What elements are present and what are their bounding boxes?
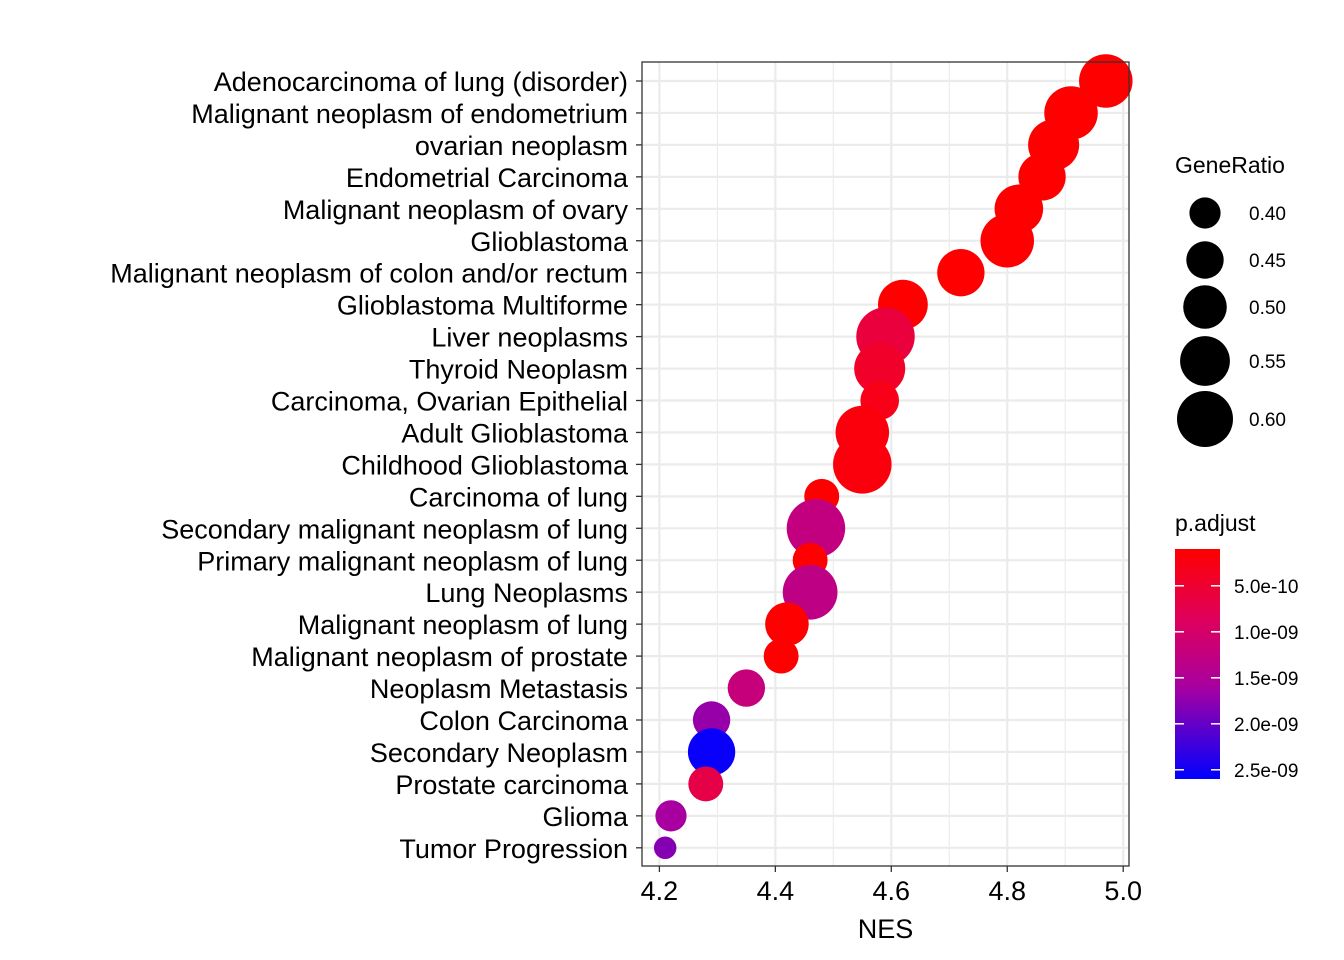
x-axis-label: NES [858,914,914,944]
legend-p-adjust: p.adjust 5.0e-10 1.0e-09 1.5e-09 2.0e-09 2.5… [1175,510,1298,782]
legend-generatio-title: GeneRatio [1175,152,1285,178]
y-tick-label: Liver neoplasms [431,323,628,353]
x-tick-label: 4.6 [873,876,911,906]
y-tick-label: Malignant neoplasm of ovary [283,195,629,225]
y-tick-label: Neoplasm Metastasis [370,674,628,704]
data-point [763,638,799,674]
legend-colorbar-label: 2.0e-09 [1234,715,1298,736]
y-tick-label: Glioblastoma [470,227,629,257]
y-tick-label: ovarian neoplasm [415,131,628,161]
y-tick-label: Adenocarcinoma of lung (disorder) [214,67,628,97]
data-point [937,249,985,297]
y-tick-label: Malignant neoplasm of endometrium [191,99,628,129]
data-point [833,435,892,494]
x-tick-label: 4.4 [757,876,795,906]
legend-size-label: 0.45 [1249,251,1286,272]
legend-p-adjust-title: p.adjust [1175,510,1256,536]
y-tick-label: Prostate carcinoma [395,770,629,800]
data-point [692,701,731,739]
data-point [653,836,677,860]
legend-colorbar-label: 5.0e-10 [1234,577,1298,598]
legend-colorbar-label: 2.5e-09 [1234,761,1298,782]
data-point [786,499,846,558]
y-tick-label: Endometrial Carcinoma [346,163,629,193]
data-point [655,800,687,832]
legend-colorbar-label: 1.0e-09 [1234,623,1298,644]
data-point [765,602,809,646]
legend-generatio: GeneRatio 0.40 0.45 0.50 0.55 0.60 [1175,152,1286,447]
data-points [653,54,1133,860]
data-point [980,213,1035,268]
legend-size-key [1189,197,1221,229]
x-tick-label: 4.2 [641,876,679,906]
y-axis: Adenocarcinoma of lung (disorder)Maligna… [110,67,642,864]
legend-size-label: 0.40 [1249,204,1286,225]
x-tick-label: 5.0 [1104,876,1142,906]
legend-size-key [1177,391,1233,447]
x-tick-label: 4.8 [988,876,1026,906]
legend-size-label: 0.55 [1249,352,1286,373]
data-point [727,669,766,707]
x-axis: 4.2 4.4 4.6 4.8 5.0 [641,866,1142,906]
y-tick-label: Primary malignant neoplasm of lung [197,546,628,576]
y-tick-label: Colon Carcinoma [419,706,629,736]
legend-colorbar [1175,549,1220,779]
y-tick-label: Secondary Neoplasm [370,738,628,768]
legend-size-label: 0.50 [1249,298,1286,319]
y-tick-label: Malignant neoplasm of prostate [251,642,628,672]
y-tick-label: Tumor Progression [399,834,628,864]
data-point [688,766,724,802]
y-tick-label: Malignant neoplasm of colon and/or rectu… [110,259,628,289]
y-tick-label: Glioblastoma Multiforme [337,291,628,321]
y-tick-label: Adult Glioblastoma [401,418,629,448]
legend-size-key [1186,241,1224,279]
legend-size-label: 0.60 [1249,410,1286,431]
y-tick-label: Childhood Glioblastoma [341,450,629,480]
data-point [687,728,736,776]
legend-size-key [1183,285,1227,329]
data-point [854,343,906,395]
y-tick-label: Lung Neoplasms [425,578,628,608]
y-tick-label: Carcinoma of lung [409,482,628,512]
y-tick-label: Malignant neoplasm of lung [298,610,628,640]
y-tick-label: Glioma [542,802,629,832]
legend-colorbar-label: 1.5e-09 [1234,669,1298,690]
y-tick-label: Carcinoma, Ovarian Epithelial [271,387,628,417]
y-tick-label: Secondary malignant neoplasm of lung [161,514,628,544]
legend-size-key [1180,336,1230,386]
y-tick-label: Thyroid Neoplasm [409,355,628,385]
data-point [1079,54,1133,108]
